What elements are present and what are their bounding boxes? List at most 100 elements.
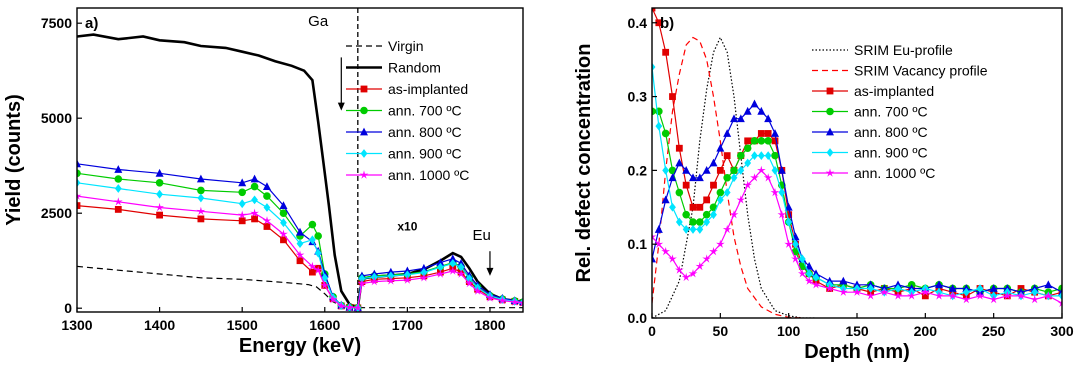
point-ann-1000-c-18: [770, 187, 780, 197]
legend-marker-ann-1000-c: [825, 168, 835, 177]
legend-label-ann-1000-c: ann. 1000 ºC: [854, 165, 935, 181]
point-ann-1000-c-27: [498, 296, 507, 305]
panel-label: b): [660, 15, 674, 32]
point-ann-1000-c-20: [784, 239, 793, 248]
point-ann-800-c-2: [661, 195, 670, 204]
point-ann-700-c-2: [155, 179, 164, 187]
point-ann-1000-c-16: [357, 278, 367, 288]
point-ann-700-c-9: [308, 220, 317, 229]
point-ann-800-c-5: [250, 174, 259, 183]
point-as-implanted-1: [655, 19, 663, 27]
legend-marker-ann-700-c: [826, 107, 834, 116]
point-ann-700-c-10: [716, 188, 725, 197]
y-axis-label: Rel. defect concentration: [573, 44, 595, 283]
panel-label: a): [85, 15, 98, 32]
point-ann-900-c-22: [798, 254, 806, 264]
point-as-implanted-11: [723, 152, 731, 160]
point-as-implanted-9: [308, 268, 316, 276]
point-ann-800-c-5: [682, 165, 691, 174]
point-as-implanted-4: [675, 144, 683, 152]
point-ann-800-c-1: [114, 165, 123, 173]
point-ann-800-c-33: [935, 280, 943, 289]
point-ann-1000-c-23: [456, 269, 466, 278]
point-ann-1000-c-15: [750, 173, 759, 182]
point-ann-900-c-30: [894, 284, 902, 293]
legend-marker-ann-800-c: [826, 127, 834, 136]
point-ann-900-c-5: [251, 195, 258, 205]
point-ann-700-c-7: [696, 218, 704, 226]
point-ann-900-c-8: [296, 239, 304, 248]
point-ann-800-c-4: [675, 158, 684, 167]
point-ann-1000-c-25: [825, 283, 834, 293]
point-ann-900-c-40: [1031, 287, 1039, 297]
point-ann-1000-c-26: [839, 287, 848, 296]
y-axis-label: Yield (counts): [3, 94, 25, 225]
point-ann-900-c-13: [737, 165, 745, 175]
point-ann-1000-c-13: [336, 301, 346, 310]
legend-label-ann-700-c: ann. 700 ºC: [388, 103, 462, 119]
point-ann-1000-c-36: [975, 291, 985, 300]
point-ann-1000-c-22: [798, 269, 807, 278]
x-tick-label-100: 100: [777, 323, 801, 339]
point-ann-700-c-17: [764, 137, 772, 145]
legend-label-ann-900-c: ann. 900 ºC: [388, 146, 462, 162]
point-ann-800-c-10: [716, 143, 725, 152]
x-tick-label-1800: 1800: [474, 317, 505, 333]
point-ann-1000-c-9: [709, 247, 718, 256]
point-ann-900-c-36: [976, 284, 984, 293]
point-ann-900-c-9: [710, 210, 717, 220]
point-ann-900-c-0: [77, 178, 81, 188]
point-ann-800-c-41: [1044, 280, 1053, 289]
point-ann-900-c-11: [723, 188, 731, 197]
point-ann-900-c-4: [675, 217, 683, 227]
point-ann-800-c-23: [805, 261, 814, 270]
point-ann-900-c-42: [1058, 291, 1062, 301]
point-ann-700-c-0: [652, 107, 656, 116]
point-ann-900-c-14: [744, 158, 752, 168]
point-ann-1000-c-8: [295, 250, 305, 259]
point-ann-700-c-4: [238, 188, 246, 197]
point-ann-900-c-24: [465, 274, 473, 283]
point-ann-1000-c-27: [852, 287, 862, 296]
point-ann-700-c-13: [737, 151, 745, 160]
point-as-implanted-6: [689, 203, 697, 211]
point-ann-1000-c-21: [791, 254, 800, 263]
y-tick-label-1: 2500: [41, 205, 72, 221]
point-ann-900-c-3: [197, 193, 205, 203]
panel-b: 0 50 100 150 200 250 300 0.0 0.1 0.2 0.3 0.4 Depth (…: [573, 7, 1074, 363]
legend-label-srim-vacancy-profile: SRIM Vacancy profile: [854, 63, 988, 79]
panel-a: 1300 1400 1500 1600 1700 1800 0 2500 5000 7500 Ene…: [3, 7, 524, 357]
point-ann-1000-c-23: [804, 276, 814, 285]
point-ann-800-c-3: [668, 173, 677, 182]
point-ann-700-c-8: [702, 210, 711, 219]
point-ann-1000-c-8: [702, 254, 711, 263]
point-ann-900-c-17: [370, 272, 378, 282]
x-tick-label-1500: 1500: [227, 317, 258, 333]
point-ann-1000-c-7: [695, 261, 705, 271]
point-ann-700-c-2: [661, 129, 670, 138]
legend-marker-as-implanted: [826, 87, 834, 95]
point-ann-900-c-10: [314, 248, 322, 258]
annotation-eu: Eu: [473, 227, 491, 244]
series-group: [652, 8, 1062, 318]
point-ann-1000-c-21: [436, 269, 445, 278]
point-as-implanted-4: [238, 217, 246, 225]
point-ann-900-c-18: [771, 165, 779, 175]
point-ann-1000-c-7: [279, 229, 288, 238]
point-ann-900-c-16: [757, 151, 765, 161]
point-ann-1000-c-9: [308, 261, 317, 271]
point-ann-1000-c-29: [518, 298, 523, 307]
point-ann-1000-c-31: [907, 291, 916, 300]
point-ann-700-c-0: [77, 169, 81, 178]
point-ann-1000-c-2: [155, 202, 164, 212]
point-ann-1000-c-3: [196, 206, 206, 215]
point-ann-700-c-14: [743, 144, 752, 153]
point-ann-900-c-28: [867, 284, 875, 293]
point-ann-900-c-9: [308, 235, 316, 245]
point-ann-1000-c-37: [989, 294, 998, 304]
point-ann-800-c-1: [654, 225, 663, 233]
point-ann-700-c-6: [689, 218, 697, 226]
point-ann-1000-c-0: [652, 232, 657, 241]
